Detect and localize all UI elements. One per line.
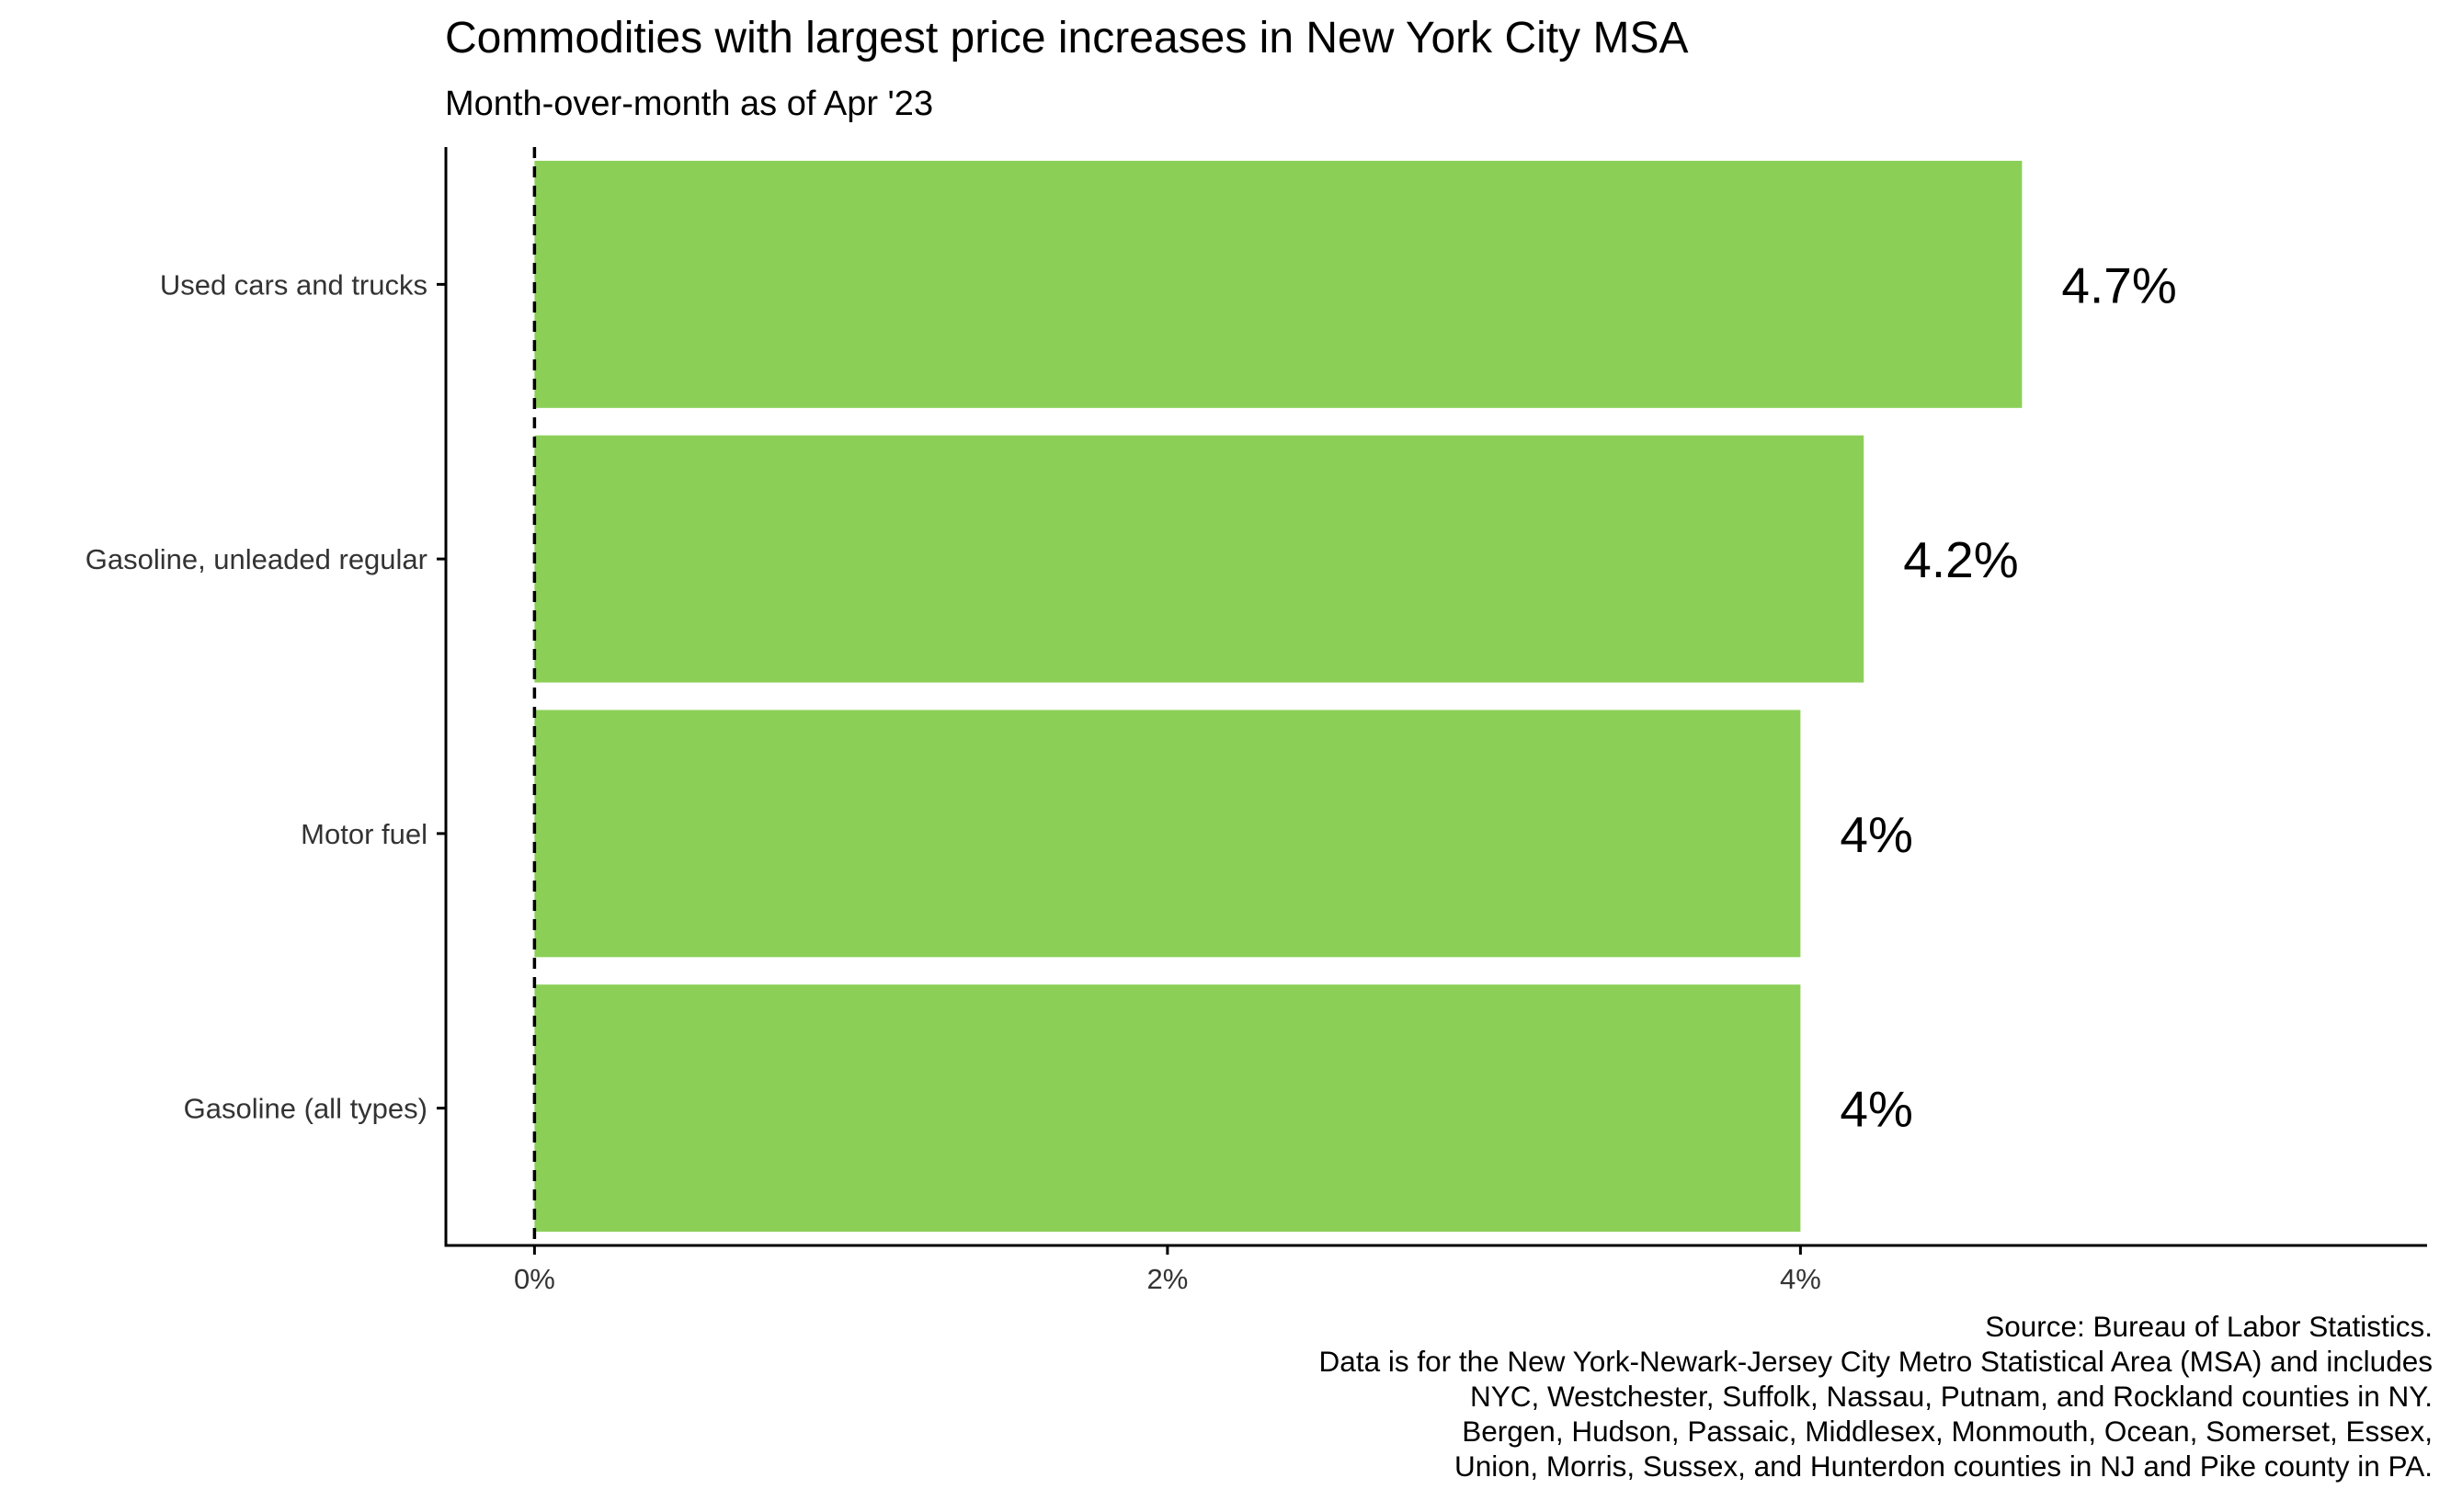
data-label-2: 4%: [1840, 806, 1913, 863]
chart-subtitle: Month-over-month as of Apr '23: [445, 85, 934, 123]
y-tick-label-2: Motor fuel: [301, 818, 428, 850]
x-tick-label-0: 0%: [514, 1263, 555, 1295]
caption-line-0: Source: Bureau of Labor Statistics.: [1985, 1310, 2433, 1343]
data-labels-layer: 4.7% 4.2% 4% 4%: [1840, 256, 2176, 1137]
caption-line-4: Union, Morris, Sussex, and Hunterdon cou…: [1454, 1449, 2433, 1483]
caption-line-2: NYC, Westchester, Suffolk, Nassau, Putna…: [1469, 1380, 2433, 1413]
axes-layer: Used cars and trucks Gasoline, unleaded r…: [86, 147, 2427, 1295]
y-tick-label-1: Gasoline, unleaded regular: [86, 543, 428, 575]
chart-title: Commodities with largest price increases…: [445, 14, 1689, 63]
source-caption: Source: Bureau of Labor Statistics. Data …: [1319, 1309, 2433, 1484]
bar-1: [534, 435, 1864, 683]
y-tick-label-0: Used cars and trucks: [160, 268, 428, 301]
caption-line-3: Bergen, Hudson, Passaic, Middlesex, Monm…: [1462, 1415, 2433, 1448]
y-tick-label-3: Gasoline (all types): [184, 1093, 428, 1125]
bar-3: [534, 984, 1801, 1233]
data-label-3: 4%: [1840, 1081, 1913, 1138]
caption-line-1: Data is for the New York-Newark-Jersey C…: [1318, 1345, 2433, 1378]
bars-layer: [534, 160, 2023, 1233]
bar-2: [534, 710, 1801, 958]
x-tick-label-1: 2%: [1146, 1263, 1188, 1295]
data-label-1: 4.2%: [1903, 531, 2018, 588]
x-tick-label-2: 4%: [1780, 1263, 1821, 1295]
bar-0: [534, 160, 2023, 408]
data-label-0: 4.7%: [2061, 256, 2176, 313]
